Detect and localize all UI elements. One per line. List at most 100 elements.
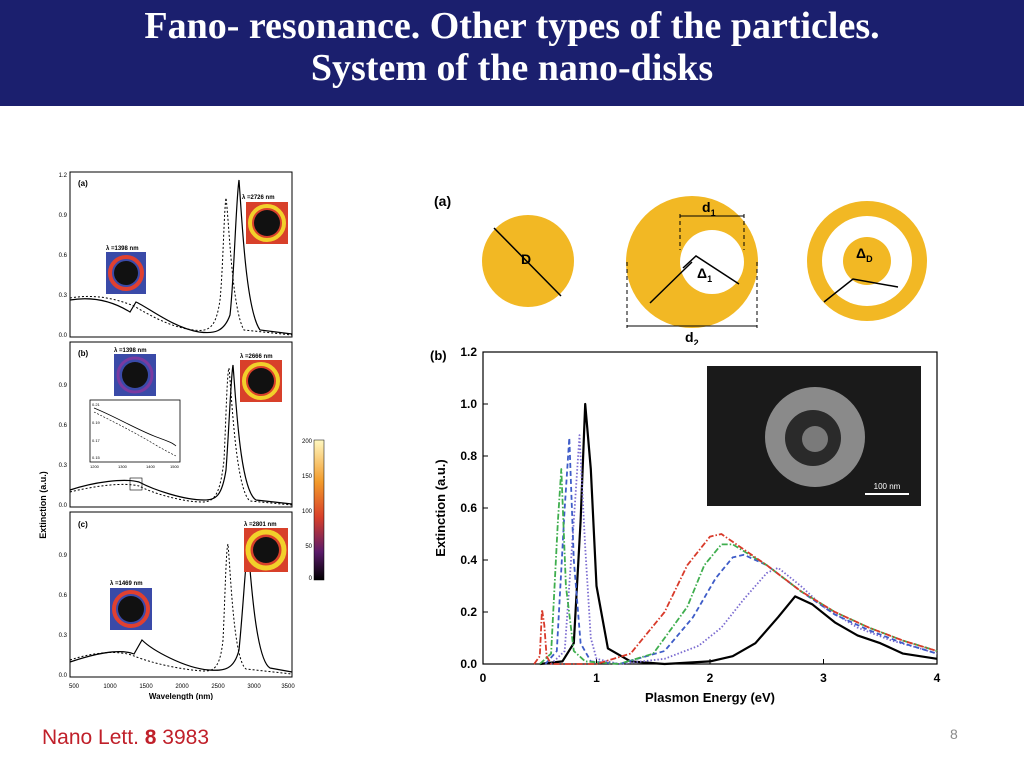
citation-volume: 8 bbox=[144, 726, 157, 749]
colorbar-tick-50: 50 bbox=[305, 544, 312, 550]
colorbar-tick-0: 0 bbox=[309, 576, 313, 582]
y-tick-label: 1.2 bbox=[460, 345, 477, 359]
left-panel-a-frame bbox=[69, 171, 293, 338]
slide-number: 8 bbox=[950, 726, 958, 742]
chart-ylabel: Extinction (a.u.) bbox=[433, 459, 448, 557]
series-line-dotted-1 bbox=[550, 434, 938, 665]
nonconcentric-inner-hole bbox=[680, 230, 744, 294]
left-panel-a-low-label: λ =1398 nm bbox=[106, 246, 139, 252]
colorbar: 200 150 100 50 0 bbox=[302, 439, 325, 582]
left-panel-b-inset-xtick-4: 1500 bbox=[170, 464, 180, 469]
nonconcentric-diameter-arrow bbox=[649, 261, 693, 304]
nonconcentric-d2-label: d2 bbox=[685, 329, 699, 345]
left-figure-xlabel: Wavelength (nm) bbox=[149, 692, 213, 700]
left-panel-c-xtick-1500: 1500 bbox=[139, 684, 153, 690]
left-panel-b-inset-ytick-1: 0.21 bbox=[92, 402, 101, 407]
left-panel-b-field-map-peak-ring bbox=[242, 362, 280, 400]
left-panel-a-ytick-0-9: 0.9 bbox=[59, 213, 68, 219]
left-panel-c: (c) 0.9 0.6 0.3 0.0 λ =1469 nm λ =2801 n… bbox=[59, 511, 295, 690]
left-panel-a-field-map-low-ring bbox=[108, 255, 144, 291]
left-panel-a-ytick-1-2: 1.2 bbox=[59, 173, 68, 179]
x-tick-label: 2 bbox=[707, 671, 714, 685]
y-tick-label: 0.6 bbox=[460, 501, 477, 515]
series-line-solid-0 bbox=[539, 402, 938, 666]
left-panel-b-low-label: λ =1398 nm bbox=[114, 348, 147, 354]
left-panel-b-inset-ytick-3: 0.17 bbox=[92, 438, 101, 443]
ring-deltaD-label: ΔD bbox=[856, 245, 873, 264]
solid-disk-label: D bbox=[521, 251, 531, 267]
left-panel-a-ytick-0-3: 0.3 bbox=[59, 293, 68, 299]
x-tick-label: 3 bbox=[820, 671, 827, 685]
left-panel-b-field-map-low-ring bbox=[116, 356, 154, 394]
chart-xlabel: Plasmon Energy (eV) bbox=[645, 690, 775, 705]
left-panel-a-peak-label: λ =2726 nm bbox=[242, 195, 275, 201]
left-panel-b: (b) 0.9 0.6 0.3 0.0 0.21 0.19 0.17 0.15 … bbox=[59, 341, 293, 509]
left-panel-b-tag: (b) bbox=[78, 349, 89, 358]
series-line-dashed-2 bbox=[544, 436, 938, 665]
colorbar-tick-100: 100 bbox=[302, 509, 313, 515]
left-panel-b-field-map-low-disk bbox=[122, 362, 148, 388]
left-panel-c-ytick-0-9: 0.9 bbox=[59, 553, 68, 559]
slide-title-line-1: Fano- resonance. Other types of the part… bbox=[144, 5, 880, 47]
citation-journal: Nano Lett. bbox=[42, 726, 139, 749]
left-panel-c-ytick-0-6: 0.6 bbox=[59, 593, 68, 599]
sem-scale-label: 100 nm bbox=[874, 482, 901, 491]
left-panel-c-field-map-low-disk bbox=[118, 596, 144, 622]
y-tick-label: 0.2 bbox=[460, 605, 477, 619]
left-panel-a-ytick-0-6: 0.6 bbox=[59, 253, 68, 259]
left-panel-a: (a) 1.2 0.9 0.6 0.3 0.0 λ =1398 nm λ =27… bbox=[59, 171, 293, 339]
left-panel-a-tag: (a) bbox=[78, 179, 88, 188]
left-panel-c-xtick-3500: 3500 bbox=[281, 684, 295, 690]
left-panel-c-ytick-0-3: 0.3 bbox=[59, 633, 68, 639]
left-panel-a-solid-curve bbox=[69, 179, 293, 335]
left-panel-c-peak-label: λ =2801 nm bbox=[244, 522, 277, 528]
left-panel-b-inset-dashed bbox=[93, 411, 177, 457]
solid-disk bbox=[482, 215, 574, 307]
left-panel-b-inset-ytick-2: 0.19 bbox=[92, 420, 101, 425]
title-bar: Fano- resonance. Other types of the part… bbox=[0, 0, 1024, 106]
left-panel-b-inset-xtick-3: 1400 bbox=[146, 464, 156, 469]
left-panel-c-xtick-3000: 3000 bbox=[247, 684, 261, 690]
sem-particle-core bbox=[802, 426, 828, 452]
left-panel-b-inset-xtick-2: 1300 bbox=[118, 464, 128, 469]
left-panel-c-xtick-500: 500 bbox=[69, 684, 80, 690]
nonconcentric-delta1-arrow bbox=[682, 255, 740, 285]
left-panel-a-field-map-low-disk bbox=[114, 261, 138, 285]
colorbar-tick-200: 200 bbox=[302, 439, 313, 445]
x-tick-label: 0 bbox=[480, 671, 487, 685]
colorbar-bar bbox=[313, 439, 325, 581]
left-panel-b-zoom-box bbox=[129, 477, 143, 491]
left-panel-b-dashed-curve bbox=[69, 366, 293, 506]
left-panel-b-ytick-0-0: 0.0 bbox=[59, 503, 68, 509]
y-tick-label: 1.0 bbox=[460, 397, 477, 411]
left-panel-a-field-map-peak-disk bbox=[254, 210, 280, 236]
left-panel-b-field-map-peak-disk bbox=[248, 368, 274, 394]
left-panel-b-ytick-0-9: 0.9 bbox=[59, 383, 68, 389]
y-tick-label: 0.0 bbox=[460, 657, 477, 671]
left-panel-c-frame bbox=[69, 511, 293, 678]
disk-schematic: (a) D d1 Δ1 d2 ΔD bbox=[434, 193, 927, 345]
left-panel-b-ytick-0-3: 0.3 bbox=[59, 463, 68, 469]
x-tick-label: 4 bbox=[934, 671, 941, 685]
left-panel-c-ytick-0-0: 0.0 bbox=[59, 673, 68, 679]
left-panel-c-tag: (c) bbox=[78, 520, 88, 529]
left-panel-c-solid-curve bbox=[69, 545, 293, 673]
x-tick-label: 1 bbox=[593, 671, 600, 685]
left-panel-c-xtick-2500: 2500 bbox=[211, 684, 225, 690]
extinction-chart: (b) Extinction (a.u.) Plasmon Energy (eV… bbox=[430, 345, 941, 705]
y-tick-label: 0.4 bbox=[460, 553, 477, 567]
left-panel-b-inset-frame bbox=[89, 399, 181, 463]
left-panel-b-peak-label: λ =2666 nm bbox=[240, 354, 273, 360]
left-panel-c-low-label: λ =1469 nm bbox=[110, 581, 143, 587]
left-panel-b-inset-ytick-4: 0.15 bbox=[92, 455, 101, 460]
series-line-dash-dot-4 bbox=[533, 533, 938, 665]
nonconcentric-delta1-label: Δ1 bbox=[697, 265, 712, 284]
citation-page: 3983 bbox=[162, 726, 209, 749]
slide-title-line-2: System of the nano-disks bbox=[310, 47, 714, 89]
nonconcentric-d1-label: d1 bbox=[702, 199, 716, 218]
ring-deltaD-arrow bbox=[823, 278, 899, 303]
y-tick-label: 0.8 bbox=[460, 449, 477, 463]
left-panel-b-solid-curve bbox=[69, 364, 293, 505]
left-panel-b-inset-xtick-1: 1200 bbox=[90, 464, 100, 469]
left-panel-b-frame bbox=[69, 341, 293, 508]
